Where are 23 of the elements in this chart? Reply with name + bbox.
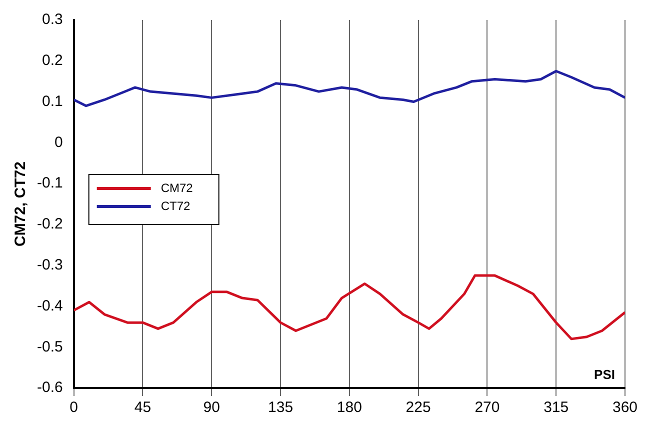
x-axis-title: PSI bbox=[594, 367, 615, 382]
x-tick-label: 90 bbox=[203, 399, 220, 416]
x-tick-label: 0 bbox=[70, 399, 78, 416]
legend-label: CM72 bbox=[160, 180, 194, 195]
y-tick-label: -0.3 bbox=[36, 256, 63, 274]
y-tick-label: 0 bbox=[54, 134, 63, 151]
y-tick-label: -0.6 bbox=[36, 379, 63, 396]
y-tick-label: -0.1 bbox=[36, 174, 63, 192]
y-tick-label: 0.3 bbox=[42, 11, 63, 28]
y-tick-label: 0.1 bbox=[42, 92, 63, 110]
y-tick-label: -0.2 bbox=[36, 216, 63, 233]
x-tick-label: 225 bbox=[406, 399, 431, 416]
x-tick-label: 135 bbox=[268, 399, 294, 416]
y-tick-label: 0.2 bbox=[42, 52, 63, 70]
x-tick-label: 180 bbox=[336, 399, 362, 416]
x-tick-label: 360 bbox=[612, 399, 638, 416]
y-axis-title: CM72, CT72 bbox=[12, 161, 30, 247]
y-tick-label: -0.4 bbox=[36, 297, 63, 314]
legend-label: CT72 bbox=[160, 198, 191, 213]
x-tick-label: 45 bbox=[134, 399, 152, 416]
y-tick-label: -0.5 bbox=[36, 338, 63, 356]
x-tick-label: 315 bbox=[544, 399, 569, 416]
x-tick-label: 270 bbox=[474, 399, 500, 416]
